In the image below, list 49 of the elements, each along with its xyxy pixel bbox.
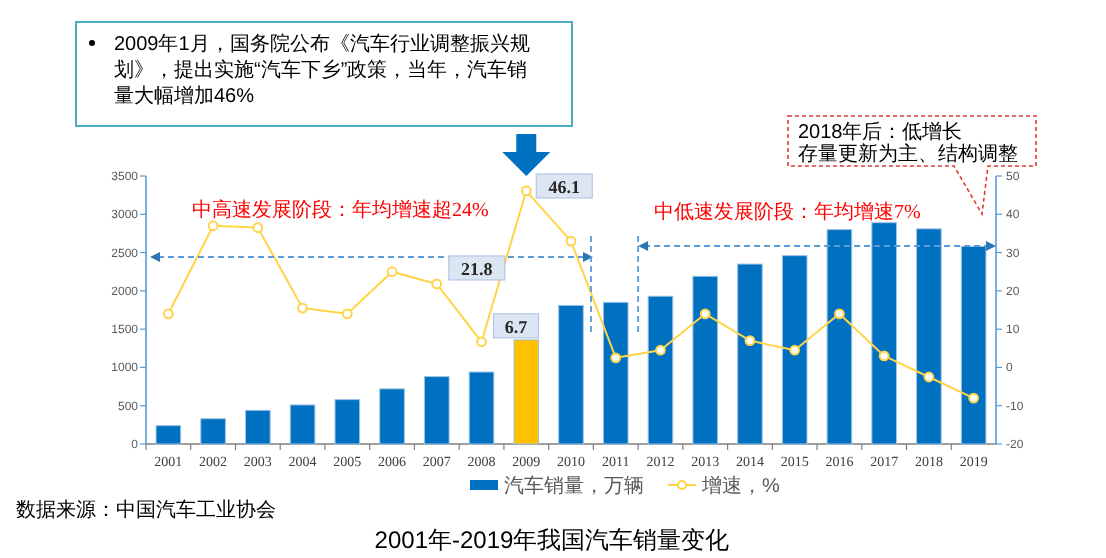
bar	[468, 371, 495, 445]
bar	[826, 229, 853, 445]
text: 2018年后：低增长	[798, 120, 963, 144]
point	[655, 344, 666, 356]
bar	[871, 222, 897, 445]
data-label: 46.1	[548, 177, 582, 197]
annotation: 中高速发展阶段：年均增速超24%	[192, 198, 489, 222]
point	[297, 302, 308, 314]
data-label: 6.7	[504, 316, 529, 337]
point	[878, 350, 890, 362]
text: 2009年1月，国务院公布《汽车行业调整振兴规划》，提出实施“汽车下乡”政策，当年，汽车销量大幅增加46%	[114, 32, 530, 108]
bar	[602, 301, 629, 445]
bar	[647, 295, 674, 445]
bar	[558, 304, 584, 445]
point	[386, 266, 398, 278]
point	[341, 308, 353, 320]
legend-label: 增速，%	[700, 474, 780, 498]
bar	[781, 255, 808, 445]
point	[744, 335, 756, 347]
bar	[379, 388, 405, 445]
bar	[423, 376, 450, 445]
bar	[960, 245, 987, 445]
bar	[692, 275, 719, 445]
text: 2001年-2019年我国汽车销量变化	[374, 526, 730, 554]
point	[252, 222, 264, 234]
point	[431, 278, 443, 290]
point	[162, 308, 174, 320]
point	[207, 220, 219, 232]
point	[476, 336, 487, 348]
point	[520, 185, 532, 197]
point	[699, 308, 711, 320]
point	[968, 392, 980, 404]
annotation: 中低速发展阶段：年均增速7%	[654, 200, 921, 224]
bar	[200, 418, 226, 445]
data-label: 21.8	[461, 258, 494, 279]
bar	[289, 404, 316, 445]
point	[834, 308, 845, 320]
legend-label: 汽车销量，万辆	[504, 474, 644, 498]
bar	[334, 399, 361, 445]
bar	[155, 425, 182, 445]
point	[923, 371, 935, 383]
text: 存量更新为主、结构调整	[798, 142, 1018, 166]
point	[789, 344, 801, 356]
bar	[245, 409, 271, 445]
bar	[916, 228, 942, 445]
bar	[737, 263, 763, 445]
source-note: 数据来源：中国汽车工业协会	[16, 498, 276, 522]
point	[610, 352, 622, 364]
point	[565, 235, 577, 247]
